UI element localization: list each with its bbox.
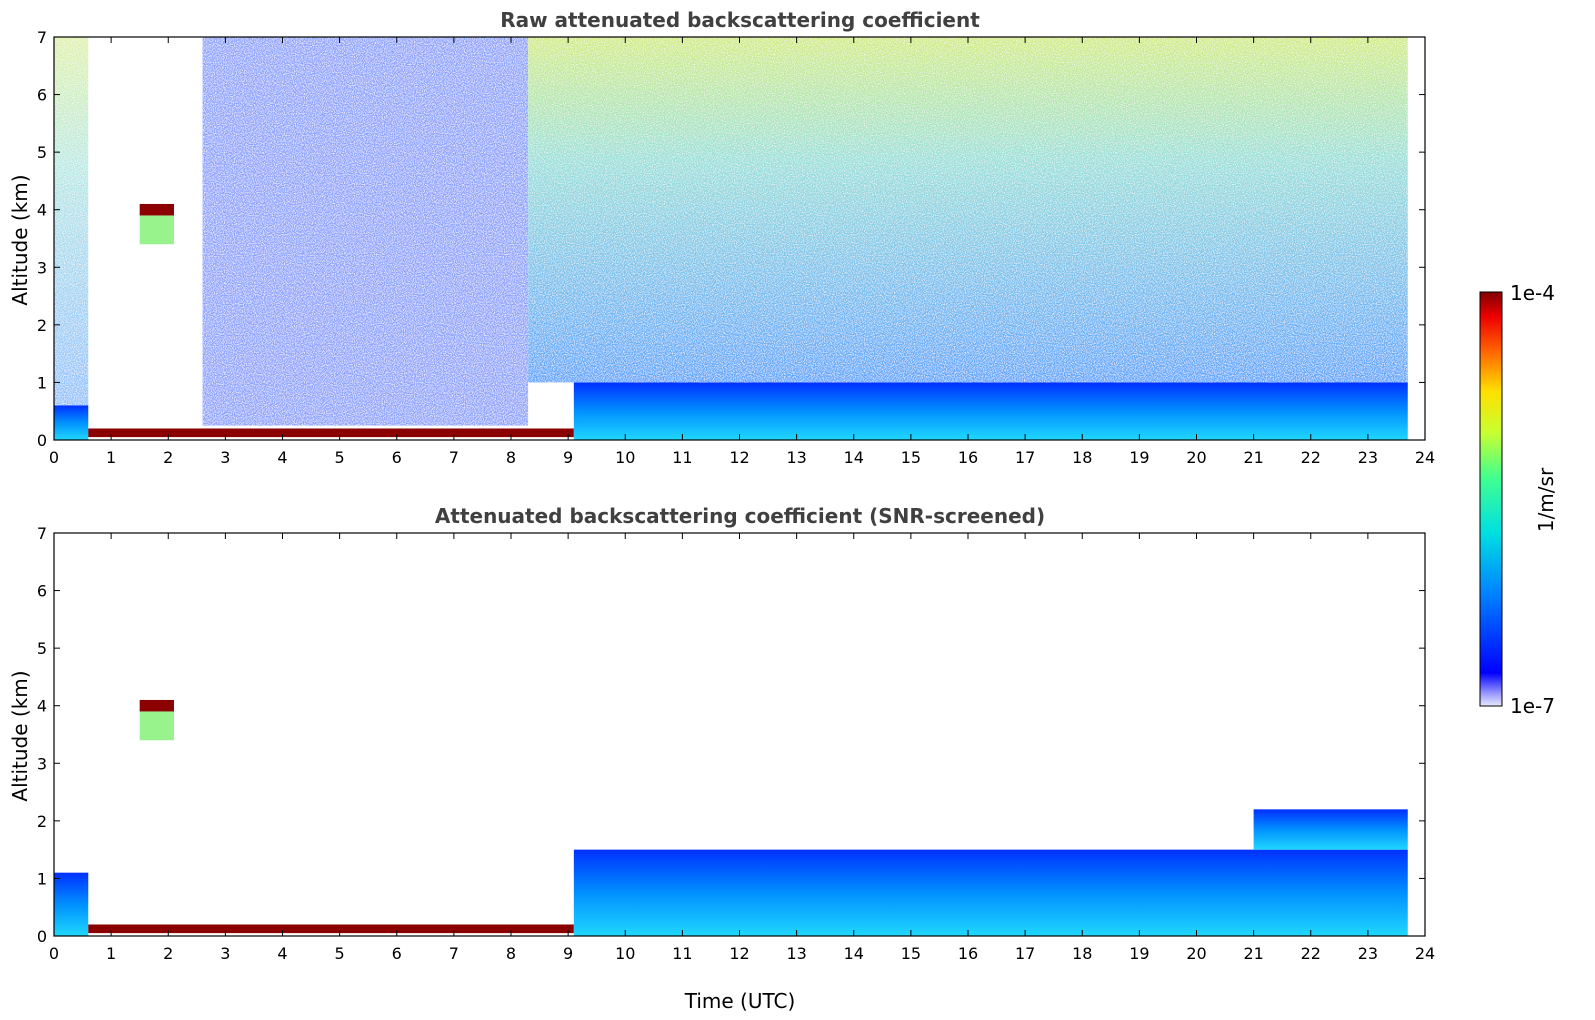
x-tick-label: 23 (1358, 448, 1378, 467)
x-tick-label: 22 (1301, 448, 1321, 467)
x-tick-label: 22 (1301, 944, 1321, 963)
no-data-region (1407, 37, 1425, 440)
panel-raw: Raw attenuated backscattering coefficien… (8, 8, 1435, 467)
x-tick-label: 12 (729, 448, 749, 467)
x-tick-label: 15 (901, 448, 921, 467)
panel-raw-ylabel: Altitude (km) (8, 174, 32, 305)
x-tick-label: 17 (1015, 448, 1035, 467)
x-tick-label: 8 (506, 944, 516, 963)
panel-screened-xlabel: Time (UTC) (684, 989, 796, 1013)
y-tick-label: 5 (37, 143, 47, 162)
x-tick-label: 13 (786, 944, 806, 963)
colorbar-unit-label: 1/m/sr (1534, 467, 1558, 532)
feature-cloud (139, 203, 174, 216)
x-tick-label: 21 (1243, 448, 1263, 467)
x-tick-label: 12 (729, 944, 749, 963)
x-tick-label: 1 (106, 448, 116, 467)
y-tick-label: 6 (37, 582, 47, 601)
x-tick-label: 18 (1072, 944, 1092, 963)
y-tick-label: 4 (37, 697, 47, 716)
x-tick-label: 6 (392, 448, 402, 467)
colorbar-gradient (1479, 291, 1503, 707)
x-tick-label: 8 (506, 448, 516, 467)
panel-screened-title: Attenuated backscattering coefficient (S… (435, 504, 1045, 528)
feature-elevated-aerosol (1253, 809, 1408, 850)
x-tick-label: 19 (1129, 944, 1149, 963)
x-tick-label: 9 (563, 944, 573, 963)
x-tick-label: 24 (1415, 448, 1435, 467)
x-tick-label: 14 (844, 448, 864, 467)
cloud-virga (139, 215, 174, 245)
x-tick-label: 24 (1415, 944, 1435, 963)
x-tick-label: 19 (1129, 448, 1149, 467)
y-tick-label: 2 (37, 812, 47, 831)
x-tick-label: 21 (1243, 944, 1263, 963)
panel-screened-ylabel: Altitude (km) (8, 670, 32, 801)
x-tick-label: 13 (786, 448, 806, 467)
x-tick-label: 4 (277, 944, 287, 963)
colorbar-max-label: 1e-4 (1510, 281, 1555, 305)
x-tick-label: 18 (1072, 448, 1092, 467)
x-tick-label: 17 (1015, 944, 1035, 963)
x-tick-label: 4 (277, 448, 287, 467)
panel-raw-title: Raw attenuated backscattering coefficien… (500, 8, 980, 32)
x-tick-label: 20 (1186, 448, 1206, 467)
x-tick-label: 20 (1186, 944, 1206, 963)
x-tick-label: 0 (49, 944, 59, 963)
cloud-virga (139, 711, 174, 741)
x-tick-label: 14 (844, 944, 864, 963)
feature-boundary-layer (573, 382, 1408, 440)
x-tick-label: 16 (958, 448, 978, 467)
x-tick-label: 11 (672, 448, 692, 467)
x-tick-label: 5 (335, 944, 345, 963)
y-tick-label: 1 (37, 869, 47, 888)
x-tick-label: 0 (49, 448, 59, 467)
feature-surface-aerosol-layer (54, 872, 89, 936)
x-tick-label: 6 (392, 944, 402, 963)
x-tick-label: 15 (901, 944, 921, 963)
feature-daytime-noise (528, 37, 1408, 383)
x-tick-label: 10 (615, 944, 635, 963)
x-tick-label: 7 (449, 944, 459, 963)
y-tick-label: 7 (37, 28, 47, 47)
feature-surface-aerosol-layer (54, 405, 89, 440)
noise-field (202, 37, 529, 426)
no-data-region (1407, 533, 1425, 936)
x-tick-label: 5 (335, 448, 345, 467)
panel-screened: Attenuated backscattering coefficient (S… (8, 504, 1435, 1013)
y-tick-label: 3 (37, 754, 47, 773)
noise-field (54, 37, 89, 406)
y-tick-label: 1 (37, 373, 47, 392)
feature-low-cloud (88, 924, 574, 934)
x-tick-label: 3 (220, 944, 230, 963)
x-tick-label: 23 (1358, 944, 1378, 963)
y-tick-label: 5 (37, 639, 47, 658)
feature-cloud (139, 699, 174, 712)
colorbar-min-label: 1e-7 (1510, 694, 1555, 718)
x-tick-label: 11 (672, 944, 692, 963)
x-tick-label: 2 (163, 944, 173, 963)
y-tick-label: 3 (37, 258, 47, 277)
plot-area-screened: 0 1 2 3 4 5 6 7 8 9 10 11 12 13 14 15 16 17 18 19 20 21 22 23 24… (37, 524, 1435, 963)
y-tick-label: 0 (37, 431, 47, 450)
colorbar: 1e-4 1e-7 1/m/sr (1479, 281, 1558, 718)
x-tick-label: 3 (220, 448, 230, 467)
feature-low-cloud (88, 428, 574, 438)
feature-boundary-layer (573, 849, 1408, 936)
y-tick-label: 0 (37, 927, 47, 946)
x-tick-label: 9 (563, 448, 573, 467)
y-tick-label: 6 (37, 86, 47, 105)
y-tick-label: 4 (37, 201, 47, 220)
plot-area-raw: 0 1 2 3 4 5 6 7 8 9 10 11 12 13 14 15 16 17 18 19 20 21 22 23 24… (37, 28, 1435, 467)
x-tick-label: 1 (106, 944, 116, 963)
x-tick-label: 16 (958, 944, 978, 963)
y-tick-label: 2 (37, 316, 47, 335)
x-tick-label: 7 (449, 448, 459, 467)
x-tick-label: 2 (163, 448, 173, 467)
x-tick-label: 10 (615, 448, 635, 467)
y-tick-label: 7 (37, 524, 47, 543)
